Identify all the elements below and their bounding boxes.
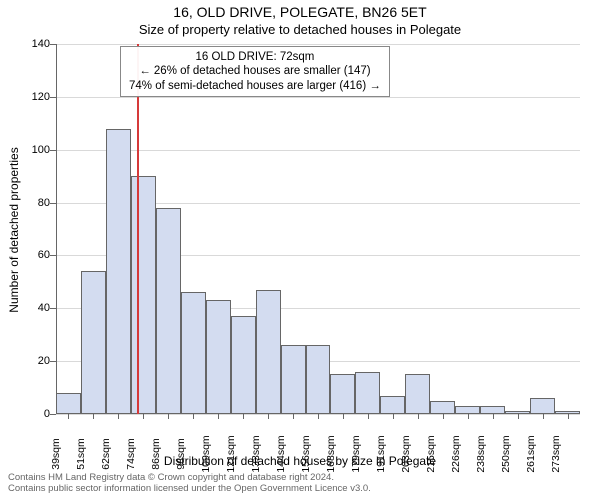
y-tick: [50, 203, 56, 204]
x-tick: [368, 414, 369, 419]
bar: [306, 345, 331, 414]
y-tick: [50, 150, 56, 151]
bars-group: [56, 44, 580, 414]
x-tick: [418, 414, 419, 419]
y-tick-label: 0: [44, 408, 50, 420]
x-tick: [543, 414, 544, 419]
x-tick: [518, 414, 519, 419]
bar: [181, 292, 206, 414]
bar: [405, 374, 430, 414]
x-tick: [243, 414, 244, 419]
bar: [81, 271, 106, 414]
footer: Contains HM Land Registry data © Crown c…: [8, 472, 592, 495]
x-tick: [318, 414, 319, 419]
y-tick: [50, 308, 56, 309]
highlight-line: [137, 44, 139, 414]
bar: [480, 406, 505, 414]
y-tick-label: 120: [32, 91, 50, 103]
bar: [256, 290, 281, 414]
bar: [206, 300, 231, 414]
x-tick: [193, 414, 194, 419]
y-axis-label: Number of detached properties: [7, 147, 21, 312]
chart-container: 16, OLD DRIVE, POLEGATE, BN26 5ET Size o…: [0, 0, 600, 500]
annotation-line-1: 16 OLD DRIVE: 72sqm: [129, 50, 381, 64]
x-tick: [168, 414, 169, 419]
bar: [106, 129, 131, 414]
y-tick-label: 20: [38, 355, 50, 367]
bar: [380, 396, 405, 415]
x-tick: [68, 414, 69, 419]
y-tick-label: 100: [32, 144, 50, 156]
bar: [530, 398, 555, 414]
plot-area: [56, 44, 580, 414]
y-tick: [50, 97, 56, 98]
x-tick: [443, 414, 444, 419]
annotation-line-2: ← 26% of detached houses are smaller (14…: [129, 64, 381, 78]
y-tick-label: 80: [38, 197, 50, 209]
title-line-1: 16, OLD DRIVE, POLEGATE, BN26 5ET: [0, 4, 600, 20]
footer-line-1: Contains HM Land Registry data © Crown c…: [8, 472, 592, 483]
x-tick: [143, 414, 144, 419]
annotation-box: 16 OLD DRIVE: 72sqm ← 26% of detached ho…: [120, 46, 390, 97]
x-tick: [343, 414, 344, 419]
y-tick-label: 60: [38, 249, 50, 261]
x-tick: [293, 414, 294, 419]
bar: [355, 372, 380, 414]
bar: [455, 406, 480, 414]
x-tick: [93, 414, 94, 419]
title-line-2: Size of property relative to detached ho…: [0, 22, 600, 37]
x-axis-label: Distribution of detached houses by size …: [0, 454, 600, 468]
bar: [131, 176, 156, 414]
bar: [156, 208, 181, 414]
y-tick-label: 40: [38, 302, 50, 314]
x-tick: [118, 414, 119, 419]
bar: [281, 345, 306, 414]
bar: [430, 401, 455, 414]
x-tick: [493, 414, 494, 419]
y-tick: [50, 414, 56, 415]
x-tick: [468, 414, 469, 419]
footer-line-2: Contains public sector information licen…: [8, 483, 592, 494]
bar: [56, 393, 81, 414]
y-tick: [50, 44, 56, 45]
bar: [330, 374, 355, 414]
y-tick: [50, 361, 56, 362]
y-tick: [50, 255, 56, 256]
y-tick-label: 140: [32, 38, 50, 50]
x-tick: [268, 414, 269, 419]
x-tick: [218, 414, 219, 419]
x-tick: [393, 414, 394, 419]
annotation-line-3: 74% of semi-detached houses are larger (…: [129, 79, 381, 93]
x-tick: [568, 414, 569, 419]
bar: [231, 316, 256, 414]
